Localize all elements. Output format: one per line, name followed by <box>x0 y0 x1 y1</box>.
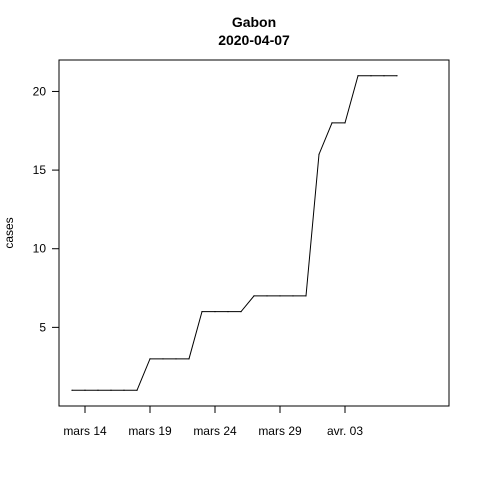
chart-title: Gabon <box>232 14 276 30</box>
x-tick-label: mars 19 <box>128 424 172 438</box>
data-point <box>149 358 151 360</box>
data-point <box>318 153 320 155</box>
y-tick-label: 5 <box>39 320 46 334</box>
data-point <box>331 122 333 124</box>
data-point <box>227 311 229 313</box>
y-axis: 5 10 15 20 <box>33 84 59 334</box>
chart-subtitle: 2020-04-07 <box>218 32 290 48</box>
data-point <box>97 389 99 391</box>
data-point <box>214 311 216 313</box>
x-axis: mars 14 mars 19 mars 24 mars 29 avr. 03 <box>63 406 363 438</box>
plot-frame <box>58 59 450 407</box>
data-point <box>240 311 242 313</box>
data-point <box>305 295 307 297</box>
data-point <box>344 122 346 124</box>
data-point <box>292 295 294 297</box>
data-point <box>110 389 112 391</box>
data-point <box>357 75 359 77</box>
x-tick-label: mars 14 <box>63 424 107 438</box>
data-point <box>279 295 281 297</box>
data-point <box>383 75 385 77</box>
x-tick-label: mars 24 <box>193 424 237 438</box>
series-line <box>72 75 397 391</box>
series <box>71 75 398 391</box>
data-point <box>201 311 203 313</box>
y-tick-label: 15 <box>33 163 47 177</box>
y-tick-label: 20 <box>33 84 47 98</box>
data-point <box>175 358 177 360</box>
data-point <box>266 295 268 297</box>
data-point <box>162 358 164 360</box>
data-point <box>370 75 372 77</box>
data-point <box>136 389 138 391</box>
x-tick-label: avr. 03 <box>327 424 363 438</box>
x-tick-label: mars 29 <box>258 424 302 438</box>
data-point <box>188 358 190 360</box>
y-tick-label: 10 <box>33 242 47 256</box>
data-point <box>123 389 125 391</box>
y-axis-label: cases <box>2 217 16 248</box>
data-point <box>253 295 255 297</box>
data-point <box>84 389 86 391</box>
data-point <box>396 75 398 77</box>
data-point <box>71 389 73 391</box>
